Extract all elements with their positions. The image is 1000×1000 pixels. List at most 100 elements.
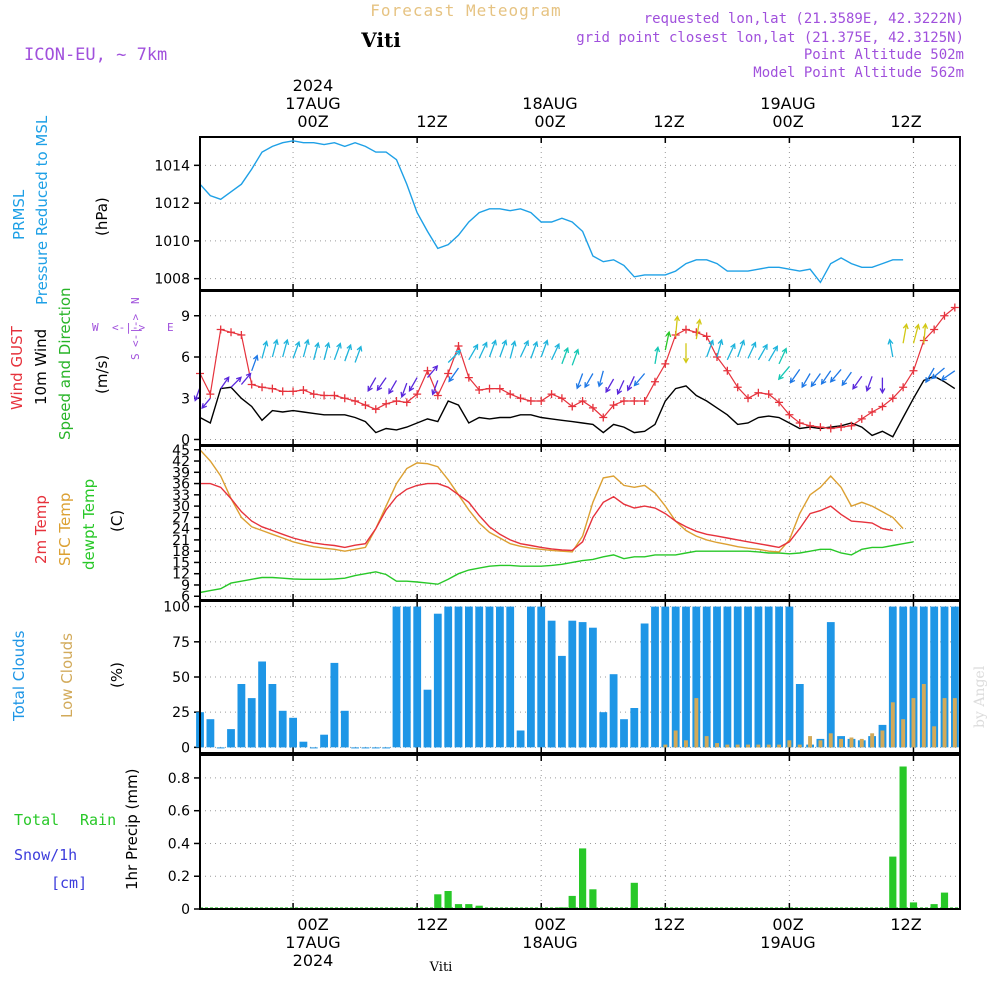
wind-gust-point (847, 421, 856, 430)
wind-gust-point (578, 397, 587, 405)
total-cloud-bar (247, 698, 256, 748)
total-cloud-bar (568, 620, 577, 748)
y-tick-label: 0.2 (168, 869, 190, 885)
total-cloud-bar (216, 747, 225, 749)
wind-direction-arrow (400, 382, 408, 399)
watermark: by Angel (972, 665, 988, 728)
y-tick-label: 9 (181, 309, 190, 325)
wind-gust-label: Wind GUST (8, 325, 26, 410)
wind-direction-arrow (616, 380, 625, 396)
top-day-label: 19AUG (760, 94, 815, 113)
wind-gust-point (619, 397, 628, 405)
wind-direction-arrow (488, 339, 497, 358)
y-tick-label: 3 (181, 391, 190, 407)
top-hour-label: 00Z (534, 112, 565, 131)
total-cloud-bar (775, 606, 783, 748)
total-cloud-bar (351, 747, 359, 749)
total-cloud-bar (309, 747, 318, 749)
wind-gust-point (899, 383, 908, 392)
wind-gust-point (237, 331, 246, 339)
wind-direction-arrow (551, 342, 560, 361)
total-cloud-bar (651, 606, 659, 748)
low-cloud-bar (725, 744, 730, 748)
wind-direction-arrow (376, 377, 387, 392)
total-cloud-bar (289, 717, 297, 748)
rain-bar (475, 905, 483, 909)
total-cloud-bar (578, 622, 587, 748)
low-cloud-bar (911, 698, 916, 748)
wind-gust-point (526, 397, 535, 405)
wind-direction-arrow (261, 340, 269, 359)
wind-gust-point (330, 391, 339, 400)
low-cloud-bar (704, 736, 709, 748)
low-cloud-bar (880, 730, 885, 748)
bottom-hour-label: 12Z (890, 915, 921, 934)
wind-direction-arrow (695, 318, 702, 340)
wind-direction-arrow (789, 369, 801, 384)
wind-direction-arrow (930, 367, 945, 380)
total-cloud-bar (630, 708, 639, 748)
wind-direction-arrow (683, 343, 689, 364)
total-cloud-bar (361, 747, 370, 749)
total-cloud-bar (795, 684, 804, 748)
bottom-day-label: 17AUG (285, 933, 340, 952)
wind-gust-point (361, 401, 370, 410)
total-cloud-bar (527, 606, 535, 748)
panel-wind: 0 3 6 9 (181, 290, 961, 449)
temp-2m-line (200, 482, 893, 552)
wind-direction-arrow (777, 366, 790, 381)
pressure-unit: (hPa) (93, 197, 111, 236)
wind-gust-point (909, 366, 918, 375)
total-cloud-bar (558, 655, 566, 748)
wind-direction-arrow (768, 345, 778, 362)
low-cloud-bar (849, 737, 854, 748)
footer-location: Viti (429, 960, 453, 975)
total-cloud-bar (733, 606, 742, 748)
top-hour-label: 12Z (416, 112, 447, 131)
y-tick-label: 27 (172, 510, 190, 526)
total-cloud-bar (940, 606, 949, 748)
bottom-hour-label: 00Z (772, 915, 803, 934)
wind-gust-point (888, 394, 897, 403)
y-tick-label: 1008 (154, 272, 190, 288)
wind-gust-point (609, 401, 618, 410)
forecast-title: Forecast Meteogram (370, 1, 561, 20)
wind-10m-label: 10m Wind (32, 329, 50, 405)
total-cloud-bar (371, 747, 380, 749)
wind-gust-point (413, 390, 422, 399)
wind-gust-point (299, 386, 308, 394)
wind-gust-point (464, 373, 473, 382)
panel-border (199, 445, 961, 601)
total-cloud-bar (465, 606, 473, 748)
total-cloud-bar (723, 606, 732, 748)
rain-bar (434, 894, 442, 909)
wind-direction-arrow (912, 323, 921, 344)
wind-gust-point (454, 342, 463, 350)
y-tick-label: 21 (172, 533, 190, 549)
wind-direction-arrow (925, 367, 935, 384)
wind-direction-arrow (408, 377, 418, 392)
panel-border (199, 754, 961, 910)
point-altitude: Point Altitude 502m (804, 47, 964, 63)
low-cloud-bar (756, 744, 761, 748)
wind-direction-arrow (747, 341, 757, 359)
wind-direction-arrow (509, 340, 517, 359)
rain-bar (589, 889, 597, 909)
total-cloud-bar (744, 606, 752, 748)
wind-direction-arrow (829, 368, 842, 383)
total-cloud-bar (764, 606, 773, 748)
requested-coords: requested lon,lat (21.3589E, 42.3222N) (644, 11, 964, 27)
total-cloud-bar (227, 729, 235, 748)
wind-gust-point (268, 384, 277, 393)
compass-e: E (167, 321, 174, 334)
wind-gust-point (320, 391, 329, 400)
wind-direction-arrow (431, 380, 439, 396)
total-label: Total (14, 811, 59, 829)
wind-direction-arrow (302, 338, 310, 358)
y-tick-label: 6 (181, 350, 190, 366)
dewpoint-line (199, 541, 914, 594)
panel-border (199, 136, 961, 291)
total-cloud-bar (382, 747, 390, 749)
top-time-axis: 2024 17AUG 18AUG 19AUG 00Z 12Z 00Z 12Z 0… (285, 76, 921, 131)
top-day-label: 18AUG (522, 94, 577, 113)
